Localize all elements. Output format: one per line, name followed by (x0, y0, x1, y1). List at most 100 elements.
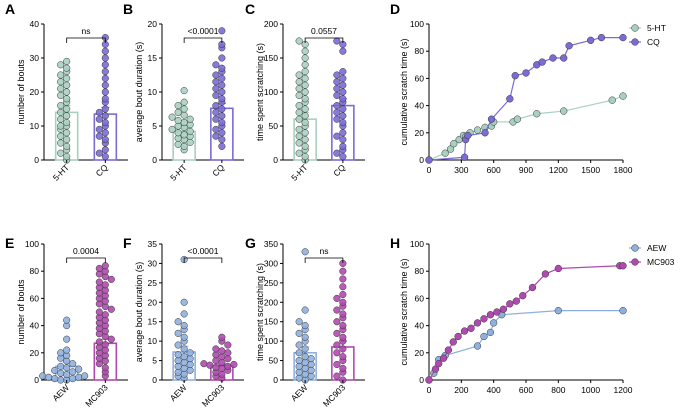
x-tick-label: 0 (427, 385, 432, 395)
x-tick-label: MC903 (321, 382, 348, 409)
significance-bracket (66, 257, 106, 263)
series-point-CQ (481, 129, 489, 137)
data-point (333, 318, 341, 326)
data-point (75, 373, 83, 381)
data-point (63, 346, 71, 354)
data-point (218, 74, 226, 82)
data-point (218, 119, 226, 127)
y-tick-label: 60 (30, 293, 40, 303)
data-point (212, 364, 220, 372)
y-tick-label: 0 (34, 155, 39, 165)
data-point (218, 347, 226, 355)
data-point (180, 119, 188, 127)
y-tick-label: 300 (264, 258, 278, 268)
data-point (57, 71, 65, 79)
data-point (301, 306, 309, 314)
data-point (333, 132, 341, 140)
legend-marker-CQ (631, 38, 639, 46)
data-point (101, 47, 109, 55)
series-point-5-HT (441, 149, 449, 157)
series-point-CQ (464, 131, 472, 140)
data-point (212, 125, 220, 133)
data-point (339, 333, 347, 341)
x-tick-label: 5-HT (168, 162, 188, 182)
data-point (101, 341, 109, 349)
data-point (63, 316, 71, 324)
data-point (301, 136, 309, 144)
legend-marker-5-HT (631, 24, 639, 32)
x-tick-label: 5-HT (51, 162, 71, 182)
y-tick-label: 5 (152, 356, 157, 366)
panel-label: B (123, 1, 133, 17)
data-point (63, 57, 71, 65)
y-tick-label: 10 (148, 87, 158, 97)
data-point (107, 275, 115, 283)
series-point-MC903 (473, 319, 482, 327)
x-tick-label: 1200 (549, 165, 568, 175)
data-point (295, 78, 303, 86)
series-line-AEW (428, 310, 623, 381)
y-axis-label: average bout duration (s) (134, 262, 144, 363)
data-point (339, 364, 347, 372)
data-point (51, 366, 59, 375)
data-point (63, 335, 71, 343)
data-point (301, 105, 309, 113)
data-point (180, 333, 188, 341)
data-point (180, 322, 188, 330)
data-point (63, 142, 71, 150)
y-tick-label: 100 (25, 239, 39, 249)
y-tick-label: 80 (415, 266, 425, 276)
data-point (224, 362, 232, 370)
data-point (174, 329, 182, 337)
data-point (339, 47, 347, 55)
data-point (63, 119, 71, 127)
data-point (212, 71, 220, 79)
data-point (301, 47, 309, 55)
data-point (333, 37, 341, 45)
y-tick-label: 50 (269, 356, 279, 366)
data-point (301, 74, 309, 82)
data-point (218, 129, 226, 137)
data-point (101, 262, 109, 270)
data-point (218, 88, 226, 96)
significance-bracket (66, 37, 106, 43)
x-tick-label: CQ (94, 162, 110, 178)
series-point-MC903 (499, 305, 508, 313)
data-point (200, 360, 208, 368)
data-point (212, 345, 220, 353)
significance-label: ns (320, 246, 329, 256)
x-tick-label: 600 (487, 165, 501, 175)
data-point (339, 105, 347, 113)
series-point-MC903 (454, 332, 462, 341)
data-point (218, 105, 226, 113)
significance-label: 0.0557 (311, 26, 337, 36)
series-point-CQ (565, 42, 573, 50)
data-point (224, 341, 232, 349)
data-point (57, 149, 65, 157)
data-point (301, 322, 309, 330)
data-point (218, 95, 226, 103)
data-point (101, 112, 109, 120)
y-tick-label: 15 (148, 53, 158, 63)
y-tick-label: 20 (148, 19, 158, 29)
series-point-MC903 (467, 324, 475, 332)
data-point (295, 115, 303, 123)
x-tick-label: MC903 (83, 382, 110, 409)
data-point (174, 140, 182, 148)
y-tick-label: 20 (148, 297, 158, 307)
series-point-MC903 (619, 262, 627, 270)
series-point-CQ (487, 115, 496, 123)
data-point (186, 349, 194, 357)
data-point (212, 85, 220, 93)
data-point (339, 353, 347, 361)
data-point (307, 355, 315, 363)
data-point (333, 108, 341, 116)
series-point-MC903 (480, 315, 488, 323)
data-point (57, 349, 65, 357)
data-point (333, 91, 341, 99)
data-point (295, 329, 303, 337)
data-point (333, 372, 341, 380)
y-axis-label: time spent scratching (s) (255, 43, 265, 141)
legend-marker-MC903 (631, 258, 639, 266)
